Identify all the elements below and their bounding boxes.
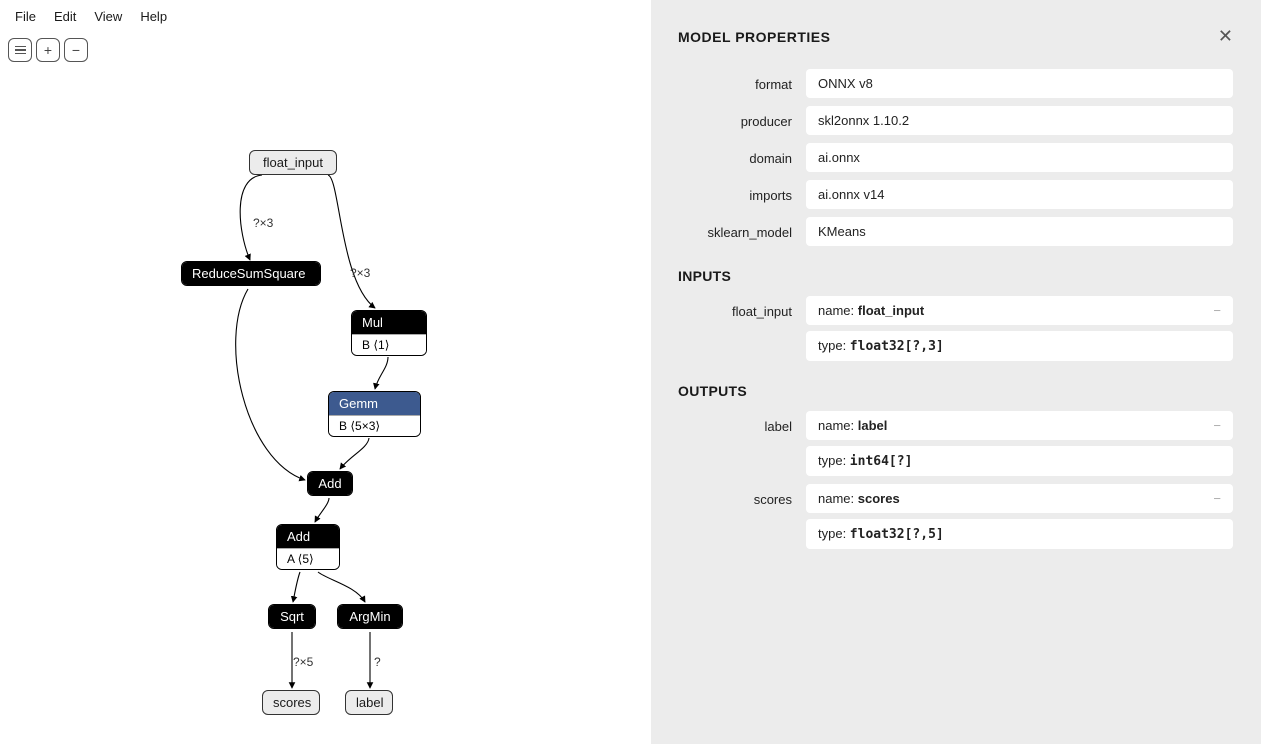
node-add-2[interactable]: Add A ⟨5⟩: [276, 524, 340, 570]
property-value: type: float32[?,5]: [806, 519, 1233, 549]
node-header: ArgMin: [338, 605, 402, 628]
node-mul[interactable]: Mul B ⟨1⟩: [351, 310, 427, 356]
property-value: type: int64[?]: [806, 446, 1233, 476]
node-argmin[interactable]: ArgMin: [337, 604, 403, 629]
property-key: sklearn_model: [678, 217, 806, 246]
node-add-1[interactable]: Add: [307, 471, 353, 496]
property-key: float_input: [678, 296, 806, 361]
property-value: KMeans: [806, 217, 1233, 246]
property-row: scoresname: scores− type: float32[?,5]: [678, 484, 1233, 549]
section-outputs-title: OUTPUTS: [678, 383, 1233, 399]
node-header: Sqrt: [269, 605, 315, 628]
node-header: Add: [277, 525, 339, 548]
property-value: skl2onnx 1.10.2: [806, 106, 1233, 135]
property-value: name: scores−: [806, 484, 1233, 513]
property-key: scores: [678, 484, 806, 549]
node-sqrt[interactable]: Sqrt: [268, 604, 316, 629]
properties-panel: MODEL PROPERTIES ✕ formatONNX v8producer…: [651, 0, 1261, 744]
graph-canvas[interactable]: File Edit View Help + −: [0, 0, 651, 744]
property-value: ai.onnx: [806, 143, 1233, 172]
panel-title: MODEL PROPERTIES: [678, 29, 830, 45]
property-value: ONNX v8: [806, 69, 1233, 98]
node-attr: B ⟨5×3⟩: [329, 415, 420, 436]
node-attr: B ⟨1⟩: [352, 334, 426, 355]
property-row: labelname: label− type: int64[?]: [678, 411, 1233, 476]
property-row: formatONNX v8: [678, 69, 1233, 98]
node-reducesumsquare[interactable]: ReduceSumSquare: [181, 261, 321, 286]
node-label[interactable]: label: [345, 690, 393, 715]
node-header: ReduceSumSquare: [182, 262, 320, 285]
property-key: producer: [678, 106, 806, 135]
property-value: type: float32[?,3]: [806, 331, 1233, 361]
property-row: sklearn_modelKMeans: [678, 217, 1233, 246]
section-inputs-title: INPUTS: [678, 268, 1233, 284]
property-key: domain: [678, 143, 806, 172]
property-row: producerskl2onnx 1.10.2: [678, 106, 1233, 135]
graph-nodes: float_input ReduceSumSquare Mul B ⟨1⟩ Ge…: [0, 0, 651, 744]
property-value: name: label−: [806, 411, 1233, 440]
node-attr: A ⟨5⟩: [277, 548, 339, 569]
close-icon[interactable]: ✕: [1218, 26, 1233, 47]
property-row: domainai.onnx: [678, 143, 1233, 172]
property-value: ai.onnx v14: [806, 180, 1233, 209]
property-key: label: [678, 411, 806, 476]
node-gemm[interactable]: Gemm B ⟨5×3⟩: [328, 391, 421, 437]
property-key: format: [678, 69, 806, 98]
property-value: name: float_input−: [806, 296, 1233, 325]
property-row: importsai.onnx v14: [678, 180, 1233, 209]
node-float-input[interactable]: float_input: [249, 150, 337, 175]
node-header: Gemm: [329, 392, 420, 415]
property-key: imports: [678, 180, 806, 209]
node-header: Add: [308, 472, 352, 495]
node-scores[interactable]: scores: [262, 690, 320, 715]
node-header: Mul: [352, 311, 426, 334]
property-row: float_inputname: float_input− type: float…: [678, 296, 1233, 361]
